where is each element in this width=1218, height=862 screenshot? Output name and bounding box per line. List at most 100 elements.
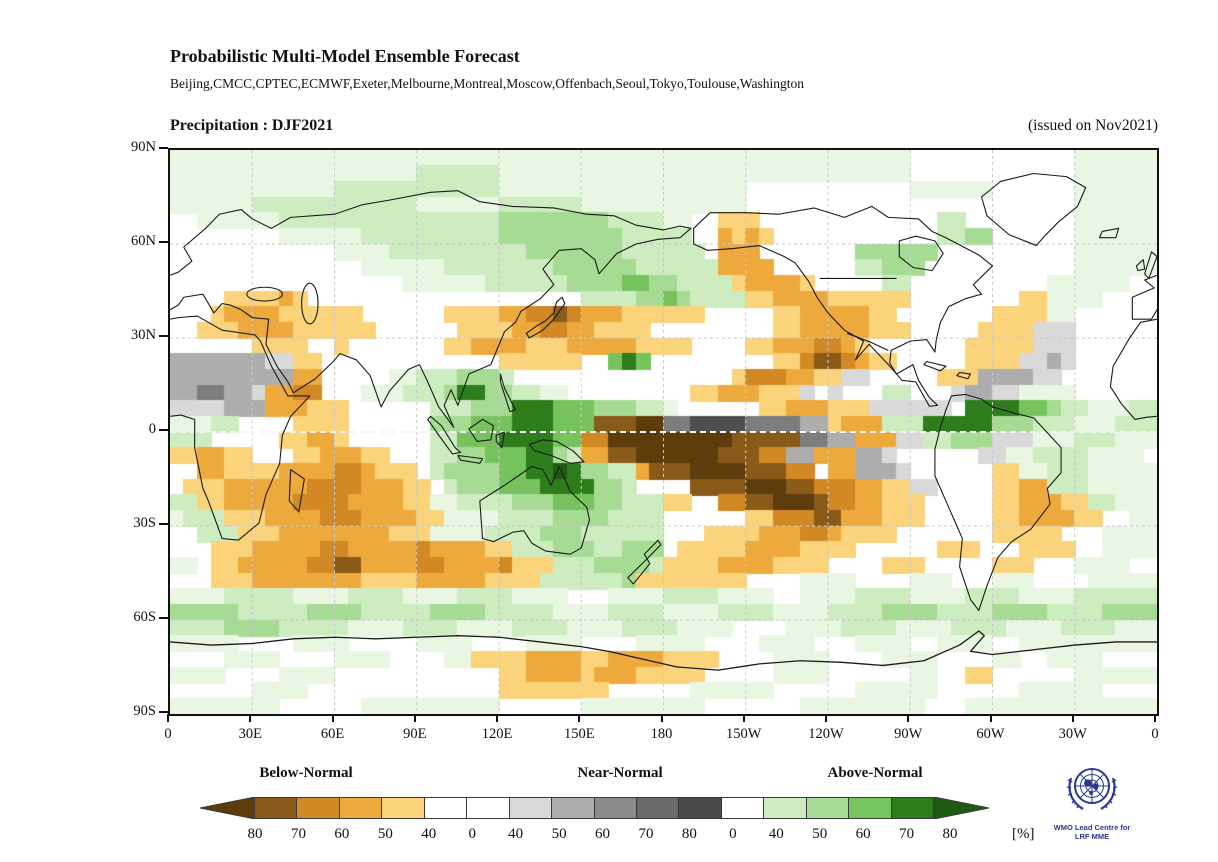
lat-tick-mark xyxy=(159,241,168,243)
lon-tick-label: 60E xyxy=(320,726,345,742)
sulawesi xyxy=(496,432,504,448)
lat-tick-mark xyxy=(159,711,168,713)
north-america-coast xyxy=(694,206,993,406)
legend-color-box xyxy=(551,797,595,819)
lat-tick-label: 90S xyxy=(133,703,156,719)
legend-color-box xyxy=(890,797,934,819)
british-isles xyxy=(1136,252,1157,279)
legend-tick-label: 70 xyxy=(899,826,915,842)
legend-near-normal-label: Near-Normal xyxy=(577,765,663,781)
legend-tick-label: 80 xyxy=(942,826,958,842)
lat-tick-label: 60S xyxy=(133,609,156,625)
lon-tick-mark xyxy=(742,714,745,722)
lon-tick-label: 90E xyxy=(403,726,427,742)
eurasia-coast xyxy=(170,191,691,428)
wmo-logo-line2: LRF MME xyxy=(1074,832,1110,841)
legend-color-box xyxy=(338,797,383,819)
lon-tick-label: 120E xyxy=(481,726,513,742)
borneo xyxy=(469,419,494,441)
lat-tick-mark xyxy=(159,617,168,619)
hudson-bay xyxy=(899,236,943,270)
lat-tick-mark xyxy=(159,147,168,149)
greenland-coast xyxy=(982,174,1086,246)
philippines xyxy=(500,374,515,412)
antarctica-coast xyxy=(170,631,1157,670)
legend-color-box xyxy=(254,797,298,819)
legend-color-box xyxy=(805,797,850,819)
lon-tick-mark xyxy=(660,714,663,722)
lon-tick-label: 60W xyxy=(976,726,1005,742)
iceland xyxy=(1099,228,1118,237)
legend-color-box xyxy=(508,797,553,819)
lon-tick-label: 150E xyxy=(563,726,595,742)
legend-colorbar xyxy=(200,797,989,819)
lon-tick-mark xyxy=(331,714,334,722)
legend-color-box xyxy=(296,797,340,819)
legend-tick-label: 80 xyxy=(247,826,263,842)
lon-tick-mark xyxy=(578,714,581,722)
lat-tick-label: 60N xyxy=(131,233,156,249)
legend-right-arrow-icon xyxy=(934,797,989,819)
legend-tick-label: 80 xyxy=(681,826,697,842)
lon-tick-mark xyxy=(496,714,498,722)
map-overlay xyxy=(170,150,1157,714)
legend-tick-label: 50 xyxy=(551,826,567,842)
legend-tick-label: 70 xyxy=(290,826,306,842)
lon-tick-label: 0 xyxy=(1151,726,1159,742)
lat-tick-label: 30N xyxy=(131,327,156,343)
lon-tick-label: 0 xyxy=(164,726,172,742)
graticule xyxy=(170,150,1157,714)
lon-tick-mark xyxy=(907,714,910,722)
legend-boxes xyxy=(254,797,934,819)
page-title: Probabilistic Multi-Model Ensemble Forec… xyxy=(170,46,520,66)
legend-color-box xyxy=(763,797,807,819)
legend-above-normal-label: Above-Normal xyxy=(827,765,923,781)
legend-below-normal-label: Below-Normal xyxy=(259,765,353,781)
lat-tick-label: 30S xyxy=(133,515,156,531)
legend-color-box xyxy=(423,797,468,819)
lat-tick-mark xyxy=(159,335,168,337)
lon-tick-mark xyxy=(167,714,169,722)
lat-tick-label: 0 xyxy=(148,421,156,437)
legend-tick-label: 60 xyxy=(595,826,610,842)
java xyxy=(458,456,483,464)
lon-tick-label: 30W xyxy=(1058,726,1087,742)
legend-color-box xyxy=(635,797,680,819)
legend-color-box xyxy=(466,797,510,819)
black-sea xyxy=(247,287,283,301)
us-mexico-border xyxy=(847,333,888,350)
lon-tick-mark xyxy=(1071,714,1074,722)
legend-tick-label: 60 xyxy=(334,826,350,842)
legend-tick-label: 0 xyxy=(468,826,476,842)
legend-unit: [%] xyxy=(1012,826,1035,842)
legend-tick-label: 70 xyxy=(638,826,654,842)
lon-tick-mark xyxy=(413,714,416,722)
lat-tick-mark xyxy=(159,429,168,431)
lat-tick-mark xyxy=(159,523,168,525)
new-guinea xyxy=(529,440,584,464)
legend-tick-label: 40 xyxy=(508,826,524,842)
legend-left-arrow-icon xyxy=(200,797,255,819)
lon-tick-label: 120W xyxy=(808,726,844,742)
wmo-logo-icon xyxy=(1066,768,1118,810)
lon-tick-mark xyxy=(1154,714,1156,722)
wmo-logo-line1: WMO Lead Centre for xyxy=(1053,823,1131,832)
south-america-coast xyxy=(935,394,1061,610)
lon-tick-label: 90W xyxy=(894,726,923,742)
lon-tick-mark xyxy=(989,714,992,722)
legend-color-box xyxy=(593,797,637,819)
lon-tick-label: 150W xyxy=(726,726,762,742)
japan xyxy=(526,297,564,338)
legend-color-box xyxy=(720,797,765,819)
lon-tick-label: 30E xyxy=(238,726,262,742)
africa-coast xyxy=(170,316,310,540)
legend-tick-label: 50 xyxy=(377,826,393,842)
legend-color-box xyxy=(381,797,425,819)
cuba-hispaniola xyxy=(924,362,971,379)
new-zealand xyxy=(628,540,661,584)
coastlines xyxy=(170,174,1157,671)
legend-color-box xyxy=(678,797,722,819)
lon-tick-mark xyxy=(249,714,252,722)
caspian-sea xyxy=(302,283,318,324)
